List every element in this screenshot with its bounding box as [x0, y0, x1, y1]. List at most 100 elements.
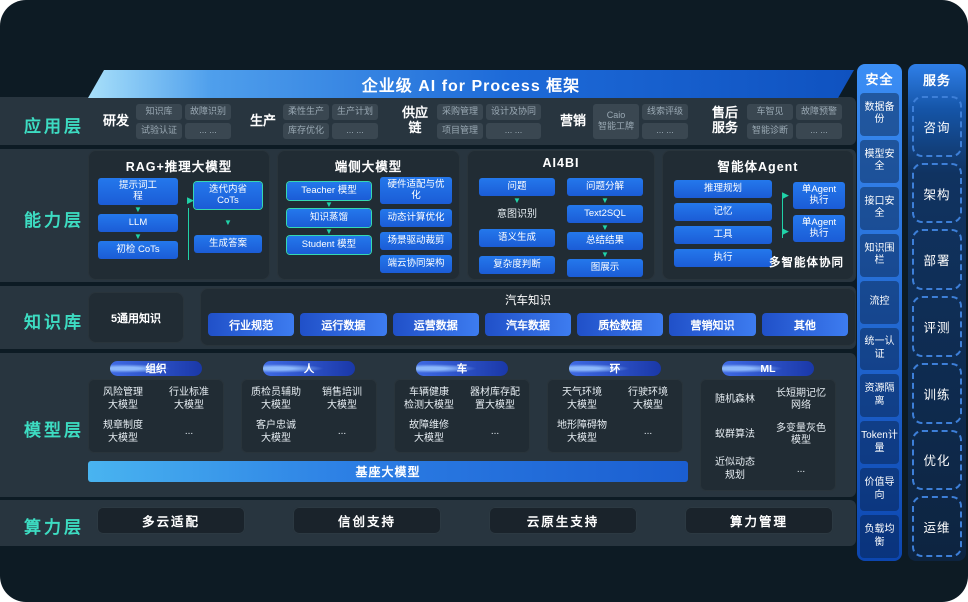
security-item: 模型安全 — [860, 139, 899, 183]
model-item: 蚁群算法 — [715, 428, 755, 440]
ai4bi-right-flow: 问题分解 ▼ Text2SQL ▼ 总结结果 ▼ 图展示 — [567, 178, 643, 277]
service-item: 优化 — [912, 429, 962, 491]
app-group-rnd: 研发 知识库 故障识别 试验认证 ... ... — [103, 99, 232, 143]
rag-step: 提示词工 程 — [98, 178, 178, 205]
app-chip: ... ... — [642, 122, 689, 139]
label-capability-layer: 能力层 — [24, 211, 84, 230]
app-chip: 线索评级 — [642, 103, 689, 120]
model-item: 客户忠诚 大模型 — [256, 420, 296, 444]
compute-item-multicloud: 多云适配 — [97, 507, 245, 534]
app-chip-grid: 采购管理 设计及协同 项目管理 ... ... — [437, 103, 542, 139]
model-column-header: 车 — [416, 361, 508, 376]
service-item: 咨询 — [912, 96, 962, 157]
arrow-down-icon: ▼ — [325, 227, 333, 236]
arrow-down-icon: ▼ — [325, 200, 333, 209]
app-chip: 库存优化 — [283, 122, 330, 139]
model-column-header: 环 — [569, 361, 661, 376]
capability-box-title: 智能体Agent — [717, 160, 799, 174]
model-column-box: 质检员辅助 大模型 销售培训 大模型 客户忠诚 大模型 ... — [241, 379, 377, 453]
model-item: 天气环境 大模型 — [562, 387, 602, 411]
model-item: 质检员辅助 大模型 — [251, 387, 301, 411]
ai4bi-step: 复杂度判断 — [479, 256, 555, 274]
model-item: ... — [796, 463, 806, 475]
app-chip-grid: Caio 智能工牌 线索评级 ... ... — [593, 103, 689, 139]
label-knowledge-layer: 知识库 — [24, 313, 84, 332]
edge-feature-list: 硬件适配与优 化 动态计算优化 场景驱动裁剪 端云协同架构 — [380, 177, 452, 273]
model-item: 随机森林 — [715, 394, 755, 406]
security-item: 价值导向 — [860, 468, 899, 512]
knowledge-pill: 运营数据 — [392, 313, 479, 336]
app-chip: 知识库 — [136, 103, 183, 120]
model-column-environment: 环 天气环境 大模型 行驶环境 大模型 地形障碍物 大模型 ... — [547, 361, 683, 453]
ai4bi-step: 问题分解 — [567, 178, 643, 196]
arrow-right-icon: ▶ — [187, 195, 194, 205]
ai4bi-step: 问题 — [479, 178, 555, 196]
ai4bi-step: 图展示 — [567, 259, 643, 277]
flow-connector-line — [776, 198, 783, 238]
app-chip: ... ... — [332, 122, 379, 139]
agent-component: 推理规划 — [674, 180, 772, 198]
app-chip-grid: 车智见 故障预警 智能诊断 ... ... — [747, 103, 843, 139]
security-item: 接口安全 — [860, 186, 899, 230]
app-chip-grid: 知识库 故障识别 试验认证 ... ... — [136, 103, 232, 139]
security-item: 流控 — [860, 280, 899, 324]
security-column: 安全 数据备份 模型安全 接口安全 知识围栏 流控 统一认证 资源隔离 Toke… — [857, 64, 902, 561]
security-column-title: 安全 — [865, 72, 894, 87]
app-chip: Caio 智能工牌 — [593, 103, 640, 139]
security-item: 统一认证 — [860, 327, 899, 371]
knowledge-pill: 运行数据 — [300, 313, 387, 336]
knowledge-pill: 汽车数据 — [484, 313, 572, 336]
app-chip: 设计及协同 — [486, 103, 542, 120]
model-item: 故障维修 大模型 — [409, 420, 449, 444]
rag-right-flow: 迭代内省 CoTs ▼ 生成答案 — [194, 182, 262, 253]
app-chip: ... ... — [185, 122, 232, 139]
compute-item-management: 算力管理 — [685, 507, 833, 534]
model-item: ... — [337, 426, 347, 438]
app-chip-grid: 柔性生产 生产计划 库存优化 ... ... — [283, 103, 379, 139]
rag-step: 迭代内省 CoTs — [194, 182, 262, 209]
app-chip: 柔性生产 — [283, 103, 330, 120]
ai4bi-step-text: 意图识别 — [497, 209, 537, 220]
general-knowledge-box: 5通用知识 — [88, 292, 184, 343]
app-chip: 试验认证 — [136, 122, 183, 139]
base-model-banner: 基座大模型 — [88, 461, 688, 482]
app-chip: ... ... — [796, 122, 843, 139]
edge-step: Teacher 模型 — [287, 182, 371, 200]
arrow-right-icon: ▶ — [782, 226, 789, 236]
service-column-title: 服务 — [922, 73, 951, 88]
model-item: 近似动态 规划 — [715, 457, 755, 481]
edge-step: Student 模型 — [287, 236, 371, 254]
model-column-box: 车辆健康 检测大模型 器材库存配 置大模型 故障维修 大模型 ... — [394, 379, 530, 453]
arrow-down-icon: ▼ — [601, 250, 609, 259]
agent-caption: 多智能体协同 — [769, 257, 844, 269]
model-column-header: 人 — [263, 361, 355, 376]
auto-knowledge-title: 汽车知识 — [505, 295, 551, 307]
knowledge-pill: 行业规范 — [208, 313, 295, 336]
model-column-box: 风险管理 大模型 行业标准 大模型 规章制度 大模型 ... — [88, 379, 224, 453]
edge-feature: 场景驱动裁剪 — [380, 231, 452, 250]
capability-box-agent: 智能体Agent 推理规划 记忆 工具 执行 ▶ ▶ 单Agent 执行 单Ag… — [662, 150, 854, 280]
model-item: ... — [184, 426, 194, 438]
framework-title: 企业级 AI for Process 框架 — [361, 78, 581, 95]
capability-box-title: RAG+推理大模型 — [125, 160, 233, 174]
capability-box-rag: RAG+推理大模型 提示词工 程 ▼ LLM ▼ 初检 CoTs ▶ 迭代内省 … — [88, 150, 270, 280]
app-chip: ... ... — [486, 122, 542, 139]
agent-executor: 单Agent 执行 — [793, 214, 845, 242]
arrow-down-icon: ▼ — [601, 196, 609, 205]
app-chip: 智能诊断 — [747, 122, 794, 139]
app-group-production: 生产 柔性生产 生产计划 库存优化 ... ... — [250, 99, 379, 143]
arrow-down-icon: ▼ — [134, 204, 142, 214]
knowledge-pill: 营销知识 — [669, 313, 756, 336]
model-item: 长短期记忆 网络 — [776, 388, 826, 412]
model-column-ml: ML 随机森林 长短期记忆 网络 蚁群算法 多变量灰色 模型 近似动态 规划 .… — [700, 361, 836, 491]
model-item: 车辆健康 检测大模型 — [404, 387, 454, 411]
ai4bi-left-flow: 问题 ▼ 意图识别 语义生成 复杂度判断 — [479, 178, 555, 274]
rag-step: 初检 CoTs — [98, 240, 178, 259]
flow-connector-line — [180, 208, 189, 260]
app-group-name: 研发 — [103, 112, 130, 128]
edge-feature: 动态计算优化 — [380, 208, 452, 227]
arrow-down-icon: ▼ — [224, 217, 232, 227]
model-item: 多变量灰色 模型 — [776, 422, 826, 446]
capability-box-edge-model: 端侧大模型 Teacher 模型 ▼ 知识蒸馏 ▼ Student 模型 硬件适… — [277, 150, 460, 280]
